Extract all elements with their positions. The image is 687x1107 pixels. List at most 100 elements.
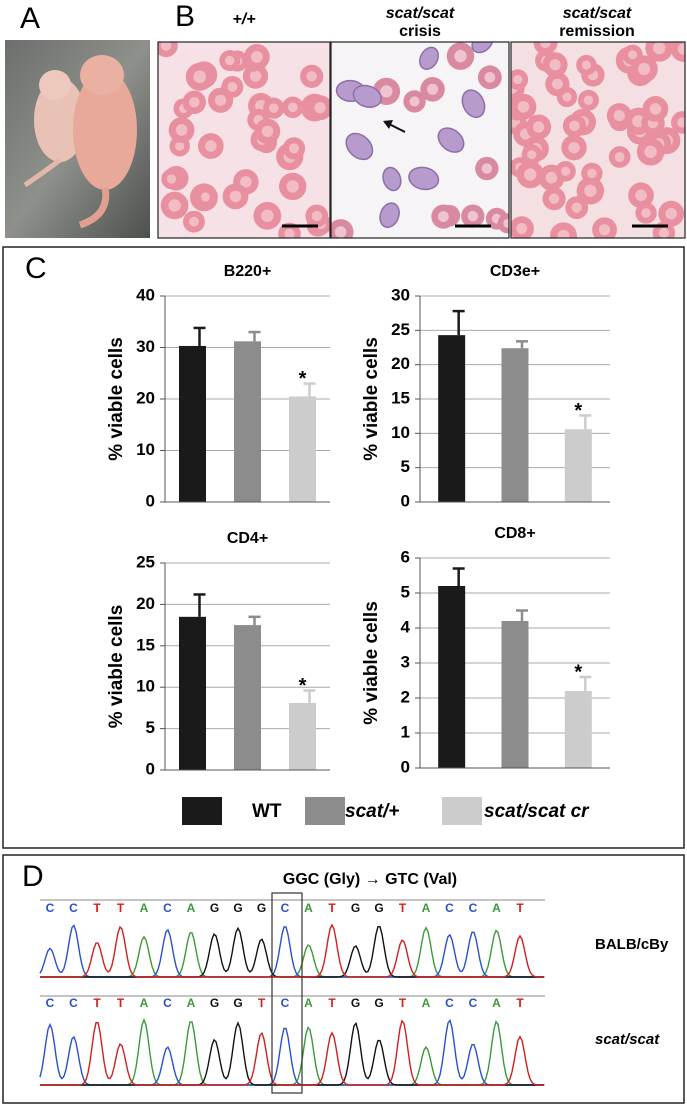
cell xyxy=(437,127,465,153)
significance-mark: * xyxy=(299,368,307,390)
y-axis-label: % viable cells xyxy=(361,337,382,461)
cell-center xyxy=(249,70,262,82)
panel-label: C xyxy=(25,252,47,285)
y-tick-label: 25 xyxy=(136,552,155,571)
cell-center xyxy=(540,42,551,49)
trace-a xyxy=(40,926,544,978)
cell-center xyxy=(545,171,558,184)
y-tick-label: 0 xyxy=(401,491,410,510)
cell xyxy=(345,132,374,161)
image-frame xyxy=(330,41,510,239)
y-tick-label: 1 xyxy=(401,722,410,741)
cell-center xyxy=(516,223,528,235)
base-call: A xyxy=(492,901,501,915)
cell-center xyxy=(200,192,210,202)
y-axis-label: % viable cells xyxy=(361,601,382,725)
y-tick-label: 0 xyxy=(146,491,155,510)
cell-center xyxy=(549,59,561,71)
legend-label: WT xyxy=(252,801,282,822)
cell-center xyxy=(644,145,657,158)
y-tick-label: 6 xyxy=(401,547,410,566)
base-call: T xyxy=(117,901,125,915)
cell-center xyxy=(584,184,597,197)
image-title: +/+ xyxy=(232,11,255,28)
base-call: T xyxy=(399,901,407,915)
cell-center xyxy=(587,168,597,179)
panel-label: D xyxy=(22,860,44,893)
legend-swatch xyxy=(305,797,345,825)
cell-center xyxy=(311,210,322,222)
base-call: T xyxy=(328,901,336,915)
cell-center xyxy=(548,193,560,204)
base-call: C xyxy=(445,901,454,915)
cell-center xyxy=(652,42,666,55)
highlight-box xyxy=(271,892,303,1094)
smear-image xyxy=(331,42,509,238)
y-tick-label: 20 xyxy=(391,354,410,373)
panel-label: A xyxy=(20,2,40,35)
sample-name: scat/scat xyxy=(595,1031,660,1048)
base-call: A xyxy=(140,996,149,1010)
significance-mark: * xyxy=(574,661,582,683)
cell-center xyxy=(166,174,177,184)
cell-center xyxy=(314,102,326,114)
y-tick-label: 40 xyxy=(136,285,155,304)
cell-center xyxy=(571,202,582,213)
cell-center xyxy=(583,95,594,105)
y-tick-label: 10 xyxy=(136,440,155,459)
trace-g xyxy=(40,1021,544,1086)
cell xyxy=(352,84,382,108)
bar xyxy=(179,616,206,770)
y-tick-label: 20 xyxy=(136,388,155,407)
cell-center xyxy=(175,124,188,136)
cell-center xyxy=(160,42,172,51)
cell-center xyxy=(560,166,571,176)
cell-center xyxy=(214,94,227,106)
cell-center xyxy=(229,190,242,203)
cell-center xyxy=(261,209,274,223)
cell-center xyxy=(503,218,509,228)
bar xyxy=(289,396,316,502)
bar xyxy=(438,586,466,768)
base-call: C xyxy=(163,901,172,915)
cell-center xyxy=(467,210,479,222)
cell-center xyxy=(568,141,580,154)
base-call: G xyxy=(351,901,360,915)
cell xyxy=(419,46,439,71)
base-call: A xyxy=(304,996,313,1010)
cell xyxy=(382,166,402,192)
base-call: T xyxy=(516,996,524,1010)
cell-center xyxy=(517,100,530,113)
cell xyxy=(379,202,400,229)
image-frame xyxy=(157,41,331,239)
bar xyxy=(234,625,261,770)
y-tick-label: 0 xyxy=(146,759,155,778)
base-call: T xyxy=(93,996,101,1010)
cell-center xyxy=(598,224,611,236)
base-call: C xyxy=(69,901,78,915)
panel-label: B xyxy=(175,0,195,33)
cell-center xyxy=(306,71,317,82)
cell-center xyxy=(614,152,625,162)
bar xyxy=(234,341,261,502)
image-title: scat/scat xyxy=(563,5,632,22)
smear-image xyxy=(158,42,330,238)
base-call: T xyxy=(117,996,125,1010)
cell-center xyxy=(334,226,347,238)
cell-center xyxy=(665,207,677,220)
legend-swatch xyxy=(442,797,482,825)
sample-name: BALB/cBy xyxy=(595,936,669,953)
base-call: C xyxy=(469,996,478,1010)
base-call: T xyxy=(399,996,407,1010)
base-call: A xyxy=(187,901,196,915)
cell-center xyxy=(677,43,685,55)
bar xyxy=(564,429,592,502)
bar xyxy=(501,621,529,768)
y-axis-label: % viable cells xyxy=(106,605,127,729)
cell-center xyxy=(437,211,449,223)
y-tick-label: 5 xyxy=(401,457,410,476)
cell-center xyxy=(427,83,439,95)
